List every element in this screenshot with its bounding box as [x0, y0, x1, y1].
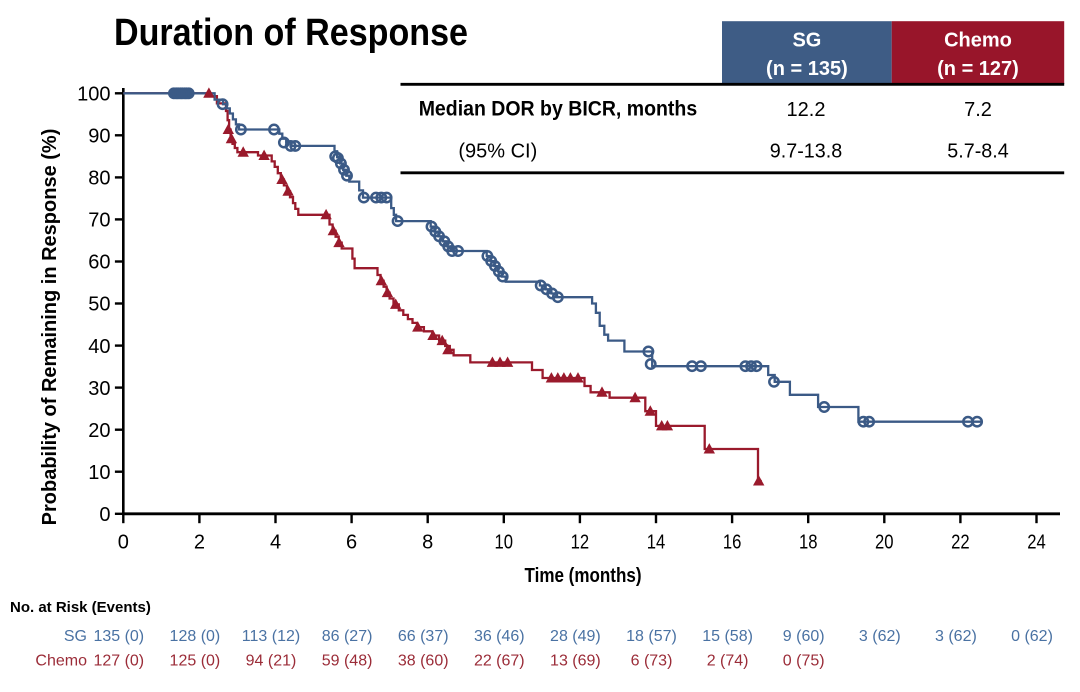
svg-text:18: 18	[799, 532, 818, 554]
svg-text:SG: SG	[64, 628, 87, 645]
svg-text:0 (75): 0 (75)	[783, 653, 825, 670]
svg-text:30: 30	[88, 378, 110, 400]
svg-text:Probability of Remaining in Re: Probability of Remaining in Response (%)	[39, 129, 61, 526]
svg-text:0: 0	[99, 504, 110, 526]
svg-text:14: 14	[647, 532, 666, 554]
svg-text:16: 16	[723, 532, 742, 554]
svg-text:113 (12): 113 (12)	[242, 628, 300, 645]
svg-text:12.2: 12.2	[787, 99, 826, 121]
svg-text:128 (0): 128 (0)	[170, 628, 221, 645]
svg-text:Chemo: Chemo	[944, 30, 1012, 52]
svg-text:3 (62): 3 (62)	[859, 628, 901, 645]
svg-text:9.7-13.8: 9.7-13.8	[770, 141, 842, 163]
svg-text:40: 40	[88, 336, 110, 358]
svg-text:86 (27): 86 (27)	[322, 628, 373, 645]
svg-text:70: 70	[88, 210, 110, 232]
svg-text:38 (60): 38 (60)	[398, 653, 449, 670]
svg-text:No. at Risk (Events): No. at Risk (Events)	[10, 599, 151, 616]
svg-text:6 (73): 6 (73)	[631, 653, 673, 670]
svg-text:9 (60): 9 (60)	[783, 628, 825, 645]
svg-text:127 (0): 127 (0)	[93, 653, 144, 670]
svg-text:22: 22	[951, 532, 970, 554]
svg-text:(n = 135): (n = 135)	[766, 58, 848, 80]
svg-text:60: 60	[88, 252, 110, 274]
svg-text:94 (21): 94 (21)	[246, 653, 297, 670]
svg-text:24: 24	[1027, 532, 1046, 554]
svg-text:10: 10	[495, 532, 514, 554]
svg-text:8: 8	[422, 532, 433, 554]
svg-text:3 (62): 3 (62)	[935, 628, 977, 645]
svg-text:Duration of Response: Duration of Response	[114, 12, 468, 54]
svg-text:20: 20	[88, 420, 110, 442]
svg-text:36 (46): 36 (46)	[474, 628, 525, 645]
svg-text:2 (74): 2 (74)	[707, 653, 749, 670]
svg-text:15 (58): 15 (58)	[702, 628, 753, 645]
svg-text:Time (months): Time (months)	[525, 565, 642, 587]
svg-text:(95% CI): (95% CI)	[458, 141, 537, 163]
svg-text:6: 6	[346, 532, 357, 554]
svg-text:90: 90	[88, 126, 110, 148]
svg-text:Chemo: Chemo	[35, 653, 87, 670]
svg-text:4: 4	[270, 532, 281, 554]
svg-text:12: 12	[571, 532, 590, 554]
svg-text:13 (69): 13 (69)	[550, 653, 601, 670]
svg-text:0 (62): 0 (62)	[1011, 628, 1053, 645]
svg-text:(n = 127): (n = 127)	[937, 58, 1019, 80]
svg-text:2: 2	[194, 532, 205, 554]
svg-text:20: 20	[875, 532, 894, 554]
svg-text:10: 10	[88, 462, 110, 484]
svg-text:22 (67): 22 (67)	[474, 653, 525, 670]
svg-text:66 (37): 66 (37)	[398, 628, 449, 645]
svg-text:80: 80	[88, 168, 110, 190]
svg-text:28 (49): 28 (49)	[550, 628, 601, 645]
svg-text:7.2: 7.2	[964, 99, 992, 121]
svg-text:18 (57): 18 (57)	[626, 628, 677, 645]
svg-text:135 (0): 135 (0)	[93, 628, 144, 645]
svg-text:Median DOR by BICR, months: Median DOR by BICR, months	[419, 98, 698, 121]
svg-text:125 (0): 125 (0)	[170, 653, 221, 670]
svg-text:50: 50	[88, 294, 110, 316]
svg-text:59 (48): 59 (48)	[322, 653, 373, 670]
svg-text:SG: SG	[792, 30, 821, 52]
svg-text:5.7-8.4: 5.7-8.4	[947, 141, 1008, 163]
svg-text:0: 0	[118, 532, 129, 554]
svg-text:100: 100	[77, 84, 110, 106]
